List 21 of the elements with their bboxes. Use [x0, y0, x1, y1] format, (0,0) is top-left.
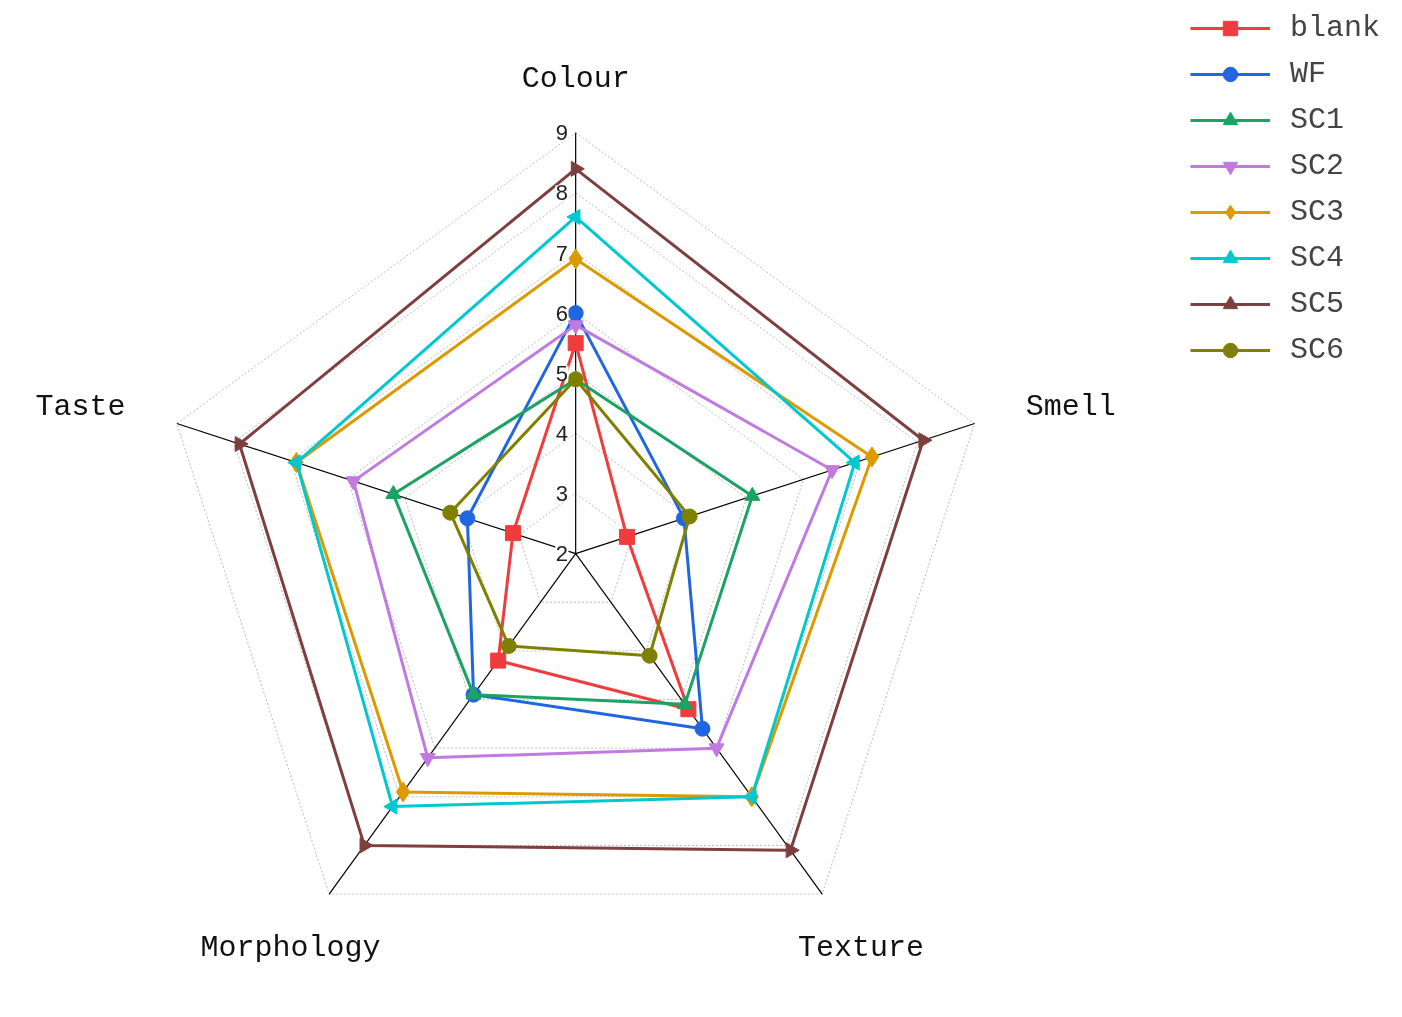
legend-label: WF — [1289, 57, 1326, 91]
spoke-label: Texture — [797, 930, 924, 965]
legend-label: SC4 — [1289, 241, 1344, 275]
legend-label: SC3 — [1289, 195, 1344, 229]
legend-label: blank — [1289, 11, 1380, 45]
spoke-label: Taste — [35, 389, 126, 424]
y-tick-label: 2 — [555, 543, 569, 569]
y-tick-label: 4 — [555, 422, 569, 448]
legend-label: SC6 — [1289, 333, 1344, 367]
y-tick-label: 3 — [555, 482, 569, 508]
legend-label: SC2 — [1289, 149, 1344, 183]
y-tick-label: 6 — [555, 302, 569, 328]
legend-label: SC1 — [1289, 103, 1344, 137]
spoke-label: Smell — [1025, 389, 1116, 424]
y-tick-label: 8 — [555, 182, 569, 208]
legend-label: SC5 — [1289, 287, 1344, 321]
y-tick-label: 9 — [555, 122, 569, 148]
y-tick-label: 5 — [555, 362, 569, 388]
y-tick-label: 7 — [555, 242, 569, 268]
spoke-label: Colour — [521, 61, 630, 96]
spoke-label: Morphology — [200, 930, 381, 965]
